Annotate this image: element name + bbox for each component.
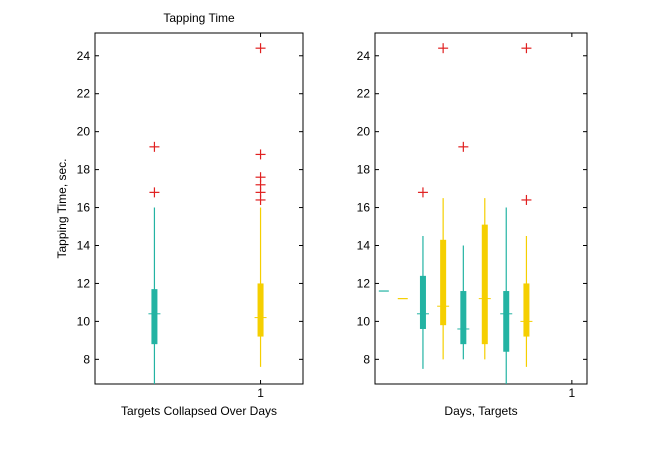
y-tick-label: 14 [77, 238, 91, 252]
y-tick-label: 16 [357, 201, 371, 215]
chart-panel-1: 8 10 12 14 16 18 20 22 24 1 Tapping Time Targets Co… [55, 11, 304, 418]
box-iqr [440, 239, 447, 326]
y-tick-label: 22 [357, 87, 371, 101]
x-axis-label: Targets Collapsed Over Days [121, 404, 277, 418]
box-7 [500, 207, 513, 384]
box-3 [416, 187, 429, 369]
y-tick-label: 10 [357, 314, 371, 328]
box-iqr [151, 289, 158, 345]
y-axis-label: Tapping Time, sec. [55, 158, 69, 258]
y-tick-label: 8 [83, 352, 90, 366]
box-1 [148, 141, 161, 384]
y-tick-label: 24 [77, 49, 91, 63]
y-tick-label: 16 [77, 201, 91, 215]
box-iqr [481, 224, 488, 345]
chart-title: Tapping Time [163, 11, 235, 25]
box-iqr [419, 275, 426, 329]
box-5 [457, 141, 470, 360]
y-tick-label: 22 [77, 87, 91, 101]
box-8 [520, 43, 533, 367]
y-tick-label: 10 [77, 314, 91, 328]
box-iqr [460, 291, 467, 345]
y-tick-label: 18 [357, 163, 371, 177]
box-iqr [503, 291, 510, 352]
box-iqr [523, 283, 530, 337]
y-tick-label: 18 [77, 163, 91, 177]
y-tick-label: 8 [363, 352, 370, 366]
box-4 [437, 43, 450, 360]
box-6 [478, 198, 491, 360]
box-2 [254, 43, 267, 367]
plot-frame [374, 32, 588, 385]
y-tick-label: 20 [77, 125, 91, 139]
x-axis-label: Days, Targets [444, 404, 517, 418]
y-tick-label: 24 [357, 49, 371, 63]
x-tick-label: 1 [569, 386, 576, 400]
box-iqr [257, 283, 264, 337]
plot-frame [94, 32, 304, 385]
y-tick-label: 12 [357, 276, 371, 290]
y-tick-label: 14 [357, 238, 371, 252]
chart-panel-2: 8 10 12 14 16 18 20 22 24 1 Days, Targets [357, 32, 588, 418]
y-tick-label: 12 [77, 276, 91, 290]
y-tick-label: 20 [357, 125, 371, 139]
x-tick-label: 1 [257, 386, 264, 400]
